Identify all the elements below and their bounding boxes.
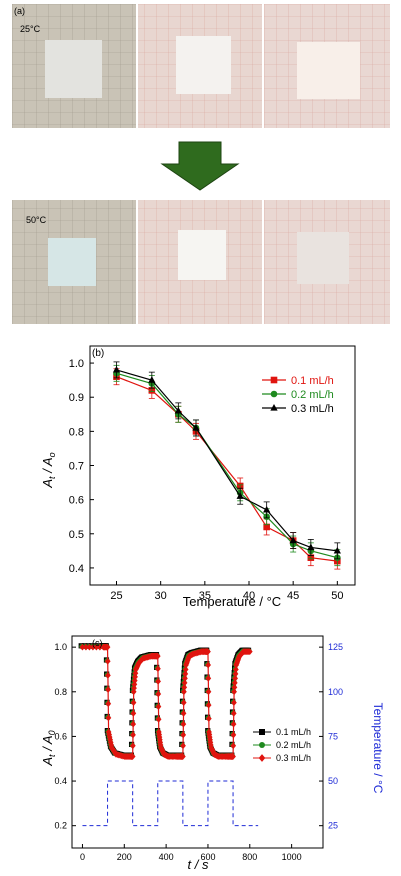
x-axis-label-c: t / s xyxy=(188,857,209,872)
down-arrow-icon xyxy=(160,141,240,191)
plot-frame-c xyxy=(71,635,324,849)
y-label-c-sub1: t xyxy=(47,754,57,757)
y-tick-label-b: 0.8 xyxy=(69,426,84,438)
sample-top-3 xyxy=(297,42,360,99)
legend-marker-b xyxy=(270,376,278,384)
x-tick-label-b: 45 xyxy=(287,590,299,602)
y-label-b-main: A xyxy=(40,479,55,489)
legend-marker-b xyxy=(270,404,278,411)
y-tick-label-c: 0.2 xyxy=(54,821,67,831)
absorbance-trace-c xyxy=(82,646,250,758)
y-label-c-sub2: 0 xyxy=(47,730,57,735)
photo-panel: (a) 25°C 50°C xyxy=(12,4,390,324)
y-label-c-main: A xyxy=(40,757,55,767)
plot-area-c: 0 200 400 600 800 1000 0.2 0.4 0.6 0.8 1.0 25 50 75 10… xyxy=(54,635,343,862)
y-tick-label-b: 0.6 xyxy=(69,495,84,507)
legend-label-b: 0.3 mL/h xyxy=(291,403,334,415)
y-tick-label-b: 0.5 xyxy=(69,529,84,541)
y2-tick-label-c: 125 xyxy=(328,642,343,652)
data-point-b xyxy=(307,543,315,551)
legend-label-c: 0.3 mL/h xyxy=(276,753,311,763)
y-axis-label-b: At / Ao xyxy=(40,452,57,488)
legend-label-c: 0.2 mL/h xyxy=(276,740,311,750)
x-tick-label-c: 0 xyxy=(80,852,85,862)
y-tick-label-c: 0.6 xyxy=(54,731,67,741)
legend-label-b: 0.1 mL/h xyxy=(291,375,334,387)
x-tick-label-c: 800 xyxy=(242,852,257,862)
plot-area-b: 25 30 35 40 45 50 0.4 0.5 0.6 0.7 0.8 0.9 1.0 xyxy=(69,345,356,602)
x-tick-label-b: 25 xyxy=(110,590,122,602)
x-tick-label-b: 30 xyxy=(155,590,167,602)
y2-tick-label-c: 50 xyxy=(328,776,338,786)
legend-c: 0.1 mL/h 0.2 mL/h 0.3 mL/h xyxy=(253,727,311,763)
x-tick-label-b: 50 xyxy=(331,590,343,602)
data-point-b xyxy=(263,505,271,513)
y-label-c-mid: / A xyxy=(40,735,55,754)
y2-axis-label-c: Temperature / °C xyxy=(371,703,385,794)
temp-label-bottom: 50°C xyxy=(26,215,47,225)
y-tick-label-c: 0.4 xyxy=(54,776,67,786)
chart-b: 25 30 35 40 45 50 0.4 0.5 0.6 0.7 0.8 0.9 1.0 0.1 mL… xyxy=(40,345,356,609)
x-tick-label-c: 400 xyxy=(159,852,174,862)
legend-marker-c xyxy=(258,754,266,762)
sample-top-2 xyxy=(176,36,231,94)
x-tick-label-b: 35 xyxy=(199,590,211,602)
y2-tick-label-c: 25 xyxy=(328,821,338,831)
data-point-b xyxy=(112,365,121,373)
legend-marker-c xyxy=(259,729,265,735)
sample-top-1 xyxy=(45,40,102,98)
legend-marker-c xyxy=(259,742,265,748)
panel-b-label: (b) xyxy=(92,348,104,359)
y-label-b-mid: / A xyxy=(40,457,55,476)
temperature-trace-c xyxy=(82,780,259,827)
y-tick-label-b: 0.4 xyxy=(69,563,84,575)
sample-bottom-3 xyxy=(297,232,349,284)
legend-label-b: 0.2 mL/h xyxy=(291,389,334,401)
legend-label-c: 0.1 mL/h xyxy=(276,727,311,737)
temp-label-top: 25°C xyxy=(20,24,41,34)
y-tick-label-c: 1.0 xyxy=(54,642,67,652)
chart-c: 0 200 400 600 800 10000.20.40.60.81.025507510… xyxy=(40,635,385,872)
sample-bottom-1 xyxy=(48,238,96,286)
x-axis-label-b: Temperature / °C xyxy=(183,594,281,609)
y-axis-label-c: At / A0 xyxy=(40,730,57,766)
panel-c-label: (c) xyxy=(92,638,103,648)
x-tick-label-c: 1000 xyxy=(282,852,302,862)
y-label-b-sub2: o xyxy=(47,452,57,457)
x-tick-label-c: 200 xyxy=(117,852,132,862)
y-label-b-sub1: t xyxy=(47,476,57,479)
sample-bottom-2 xyxy=(178,230,226,280)
legend-b: 0.1 mL/h 0.2 mL/h 0.3 mL/h xyxy=(262,375,334,415)
data-point-b xyxy=(148,376,156,383)
data-point-b xyxy=(236,492,244,499)
photo-row-top: (a) 25°C xyxy=(12,4,390,128)
data-point-b xyxy=(192,423,200,431)
y2-tick-label-c: 100 xyxy=(328,687,343,697)
y-tick-label-c: 0.8 xyxy=(54,687,67,697)
legend-marker-b xyxy=(270,390,278,398)
data-point-b xyxy=(333,546,341,554)
down-arrow-shape xyxy=(160,141,240,191)
x-tick-label-c: 600 xyxy=(200,852,215,862)
x-tick-label-b: 40 xyxy=(243,590,255,602)
y-tick-label-b: 1.0 xyxy=(69,358,84,370)
y2-tick-label-c: 75 xyxy=(328,731,338,741)
photo-row-bottom: 50°C xyxy=(12,200,390,324)
y-tick-label-b: 0.9 xyxy=(69,392,84,404)
data-point-b xyxy=(174,406,182,414)
data-point-b xyxy=(263,523,270,531)
data-point-b xyxy=(289,536,297,544)
panel-a-label: (a) xyxy=(14,6,25,16)
y-tick-label-b: 0.7 xyxy=(69,461,84,473)
